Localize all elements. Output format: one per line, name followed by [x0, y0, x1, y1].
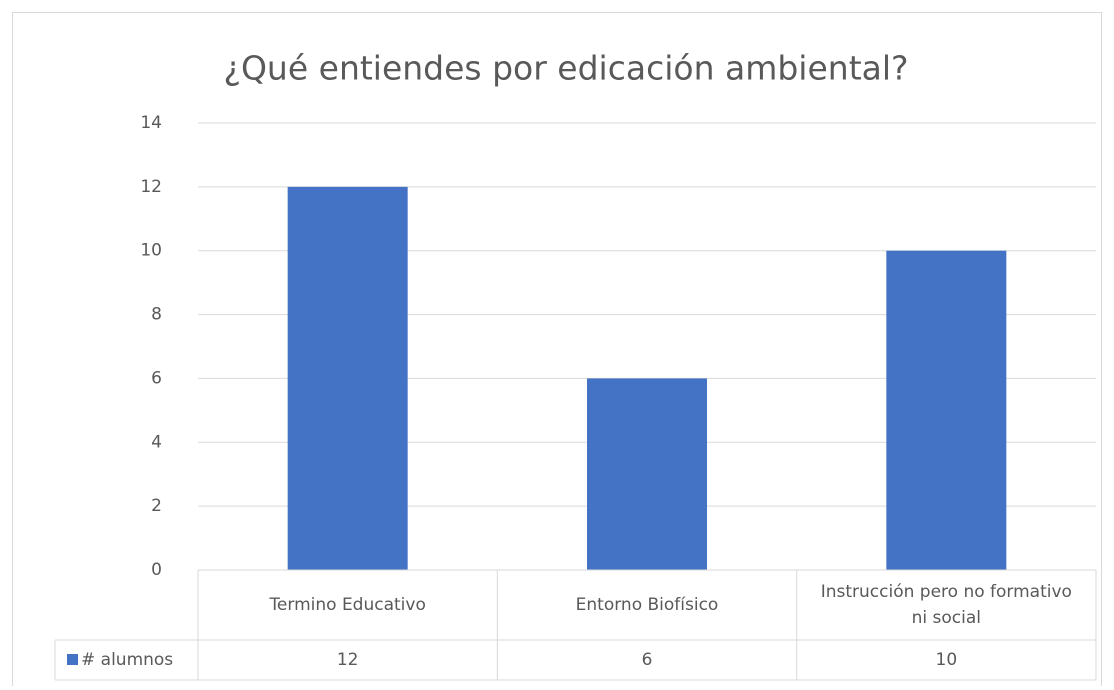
legend-swatch: [67, 654, 78, 665]
y-tick-label: 6: [151, 368, 162, 388]
table-value: 12: [336, 650, 359, 670]
x-tick-label-box: Instrucción pero no formativo ni social: [820, 582, 1072, 628]
y-tick-label: 8: [151, 305, 162, 325]
chart-title: ¿Qué entiendes por edicación ambiental?: [223, 49, 908, 88]
x-tick-label: Instrucción pero no formativo ni social: [820, 582, 1072, 628]
y-tick-label: 4: [151, 432, 162, 452]
x-tick-label-box: Entorno Biofísico: [575, 595, 719, 615]
y-tick-label: 10: [140, 241, 162, 261]
legend-label: # alumnos: [81, 650, 173, 670]
table-value-box: 6: [641, 650, 653, 670]
x-tick-label-box: Termino Educativo: [269, 595, 426, 615]
x-tick-label: Entorno Biofísico: [575, 595, 719, 615]
y-tick-label: 12: [140, 177, 162, 197]
bar: [287, 186, 408, 570]
y-tick-label: 14: [140, 113, 162, 133]
table-value: 6: [641, 650, 653, 670]
bar: [886, 250, 1007, 570]
y-tick-label: 0: [151, 560, 162, 580]
table-value-box: 12: [336, 650, 359, 670]
x-tick-label: Termino Educativo: [269, 595, 426, 615]
table-value: 10: [935, 650, 958, 670]
bar: [587, 378, 707, 570]
table-value-box: 10: [935, 650, 958, 670]
y-tick-label: 2: [151, 496, 162, 516]
